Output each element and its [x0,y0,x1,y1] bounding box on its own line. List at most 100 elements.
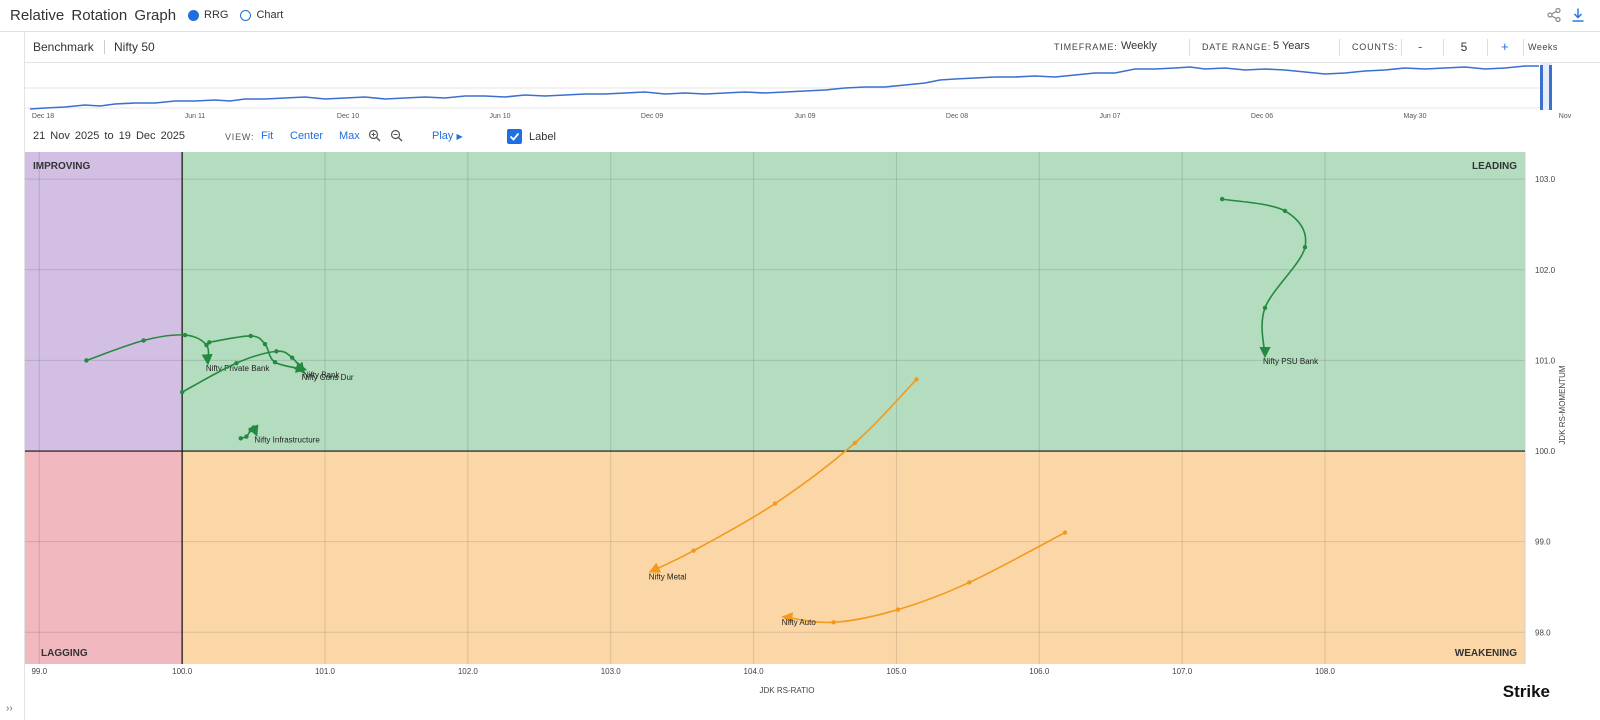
control-divider [1189,39,1190,56]
x-tick-label: 103.0 [601,667,622,676]
quadrant-label-leading: LEADING [1472,161,1517,172]
zoom-out-icon[interactable] [390,129,403,142]
data-point[interactable] [1219,196,1225,202]
data-point[interactable] [1302,244,1308,250]
play-button[interactable]: Play ▶ [432,130,463,142]
timeline-tick-label: Nov [1559,113,1572,120]
data-point[interactable] [182,332,188,338]
y-tick-label: 102.0 [1535,266,1556,275]
series-tail-line [781,531,1066,624]
data-point[interactable] [207,340,212,345]
timeframe-select[interactable]: Weekly [1121,40,1157,52]
data-point[interactable] [248,428,253,433]
timeline-tick-label: Dec 08 [946,113,968,120]
counts-decrement-button[interactable]: - [1418,39,1423,54]
page-title: Relative Rotation Graph [10,7,177,24]
control-divider [1443,39,1444,56]
data-point[interactable] [244,434,249,439]
data-point[interactable] [238,436,243,441]
timeline-tick-label: Dec 06 [1251,113,1273,120]
data-point[interactable] [179,389,185,395]
timeline-handle-right[interactable] [1549,65,1552,110]
timeline-line [29,65,1539,110]
data-point[interactable] [251,425,256,430]
series-nifty-metal[interactable]: Nifty Metal [648,377,919,582]
data-point[interactable] [967,580,972,585]
mode-rrg-option[interactable]: RRG [188,9,228,21]
data-point[interactable] [274,349,279,354]
quadrant-improving [25,152,183,452]
rrg-radio-icon[interactable] [188,9,199,21]
checkmark-icon [509,132,520,141]
share-icon[interactable] [1546,7,1562,23]
data-point[interactable] [772,501,778,506]
series-label: Nifty PSU Bank [1263,357,1319,366]
data-point[interactable] [84,358,89,363]
series-nifty-infrastructure[interactable]: Nifty Infrastructure [238,424,321,445]
control-divider [1339,39,1340,56]
date-range-select[interactable]: 5 Years [1273,40,1310,52]
data-point[interactable] [234,360,239,366]
rrg-chart[interactable]: 99.0 100.0 101.0 102.0 103.0 104.0 105.0 106.0 1… [25,150,1600,720]
x-tick-label: 104.0 [744,667,765,676]
series-nifty-bank[interactable]: Nifty Bank [207,333,340,380]
data-point[interactable] [141,338,146,343]
top-header: Relative Rotation Graph RRG Chart [0,0,1600,32]
quadrant-label-improving: IMPROVING [33,161,90,172]
data-point[interactable] [1282,208,1288,214]
timeline-ticks: Dec 18 Jun 11 Dec 10 Jun 10 Dec 09 Jun 09 Dec … [32,113,1572,120]
data-point[interactable] [895,607,901,612]
quadrant-label-weakening: WEAKENING [1455,648,1517,659]
timeline-navigator[interactable]: Dec 18 Jun 11 Dec 10 Jun 10 Dec 09 Jun 09 Dec … [25,63,1600,125]
data-point[interactable] [272,360,278,365]
download-icon[interactable] [1570,7,1586,23]
series-nifty-psu-bank[interactable]: Nifty PSU Bank [1219,196,1319,366]
expand-sidebar-icon[interactable]: ›› [6,703,13,714]
series-nifty-auto[interactable]: Nifty Auto [781,530,1068,627]
x-tick-label: 105.0 [886,667,907,676]
label-checkbox[interactable] [507,129,522,144]
series-label: Nifty Cons Dur [302,373,354,382]
max-button[interactable]: Max [339,130,360,142]
data-point[interactable] [248,333,253,339]
x-tick-label: 100.0 [172,667,193,676]
y-tick-label: 99.0 [1535,538,1551,547]
center-button[interactable]: Center [290,130,324,142]
chart-radio-icon[interactable] [240,9,252,21]
series-nifty-private-bank[interactable]: Nifty Private Bank [84,332,270,373]
benchmark-select[interactable]: Nifty 50 [114,40,155,54]
mode-chart-label: Chart [256,9,284,21]
x-tick-label: 106.0 [1029,667,1050,676]
chart-axes: 99.0 100.0 101.0 102.0 103.0 104.0 105.0 106.0 1… [25,152,1556,676]
data-point[interactable] [262,341,268,347]
mode-chart-option[interactable]: Chart [240,9,283,21]
fit-button[interactable]: Fit [261,130,274,142]
play-icon: ▶ [456,132,463,141]
y-tick-label: 98.0 [1535,628,1551,637]
view-controls-bar: 21 Nov 2025 to 19 Dec 2025 VIEW: Fit Cen… [25,125,1600,150]
timeline-tick-label: May 30 [1404,113,1427,120]
x-tick-label: 99.0 [31,667,47,676]
data-point[interactable] [204,342,209,348]
zoom-in-icon[interactable] [368,129,381,142]
timeline-tick-label: Dec 10 [337,113,359,120]
counts-input[interactable] [1444,36,1484,58]
series-nifty-cons-dur[interactable]: Nifty Cons Dur [179,349,354,395]
x-tick-label: 108.0 [1315,667,1336,676]
x-tick-label: 101.0 [315,667,336,676]
timeline-tick-label: Jun 11 [185,113,206,120]
control-divider [1487,39,1488,56]
header-actions [1546,7,1586,23]
data-point[interactable] [691,548,696,553]
counts-increment-button[interactable]: + [1501,39,1509,54]
data-point[interactable] [914,377,919,382]
data-point[interactable] [1062,530,1068,535]
timeline-handle-left[interactable] [1540,65,1543,110]
data-point[interactable] [289,355,295,360]
data-point[interactable] [852,440,858,446]
date-range-text: 21 Nov 2025 to 19 Dec 2025 [33,130,186,142]
play-label: Play [432,130,454,142]
y-axis-title: JDK RS-MOMENTUM [1558,365,1567,444]
data-point[interactable] [1262,305,1268,311]
data-point[interactable] [831,620,836,625]
